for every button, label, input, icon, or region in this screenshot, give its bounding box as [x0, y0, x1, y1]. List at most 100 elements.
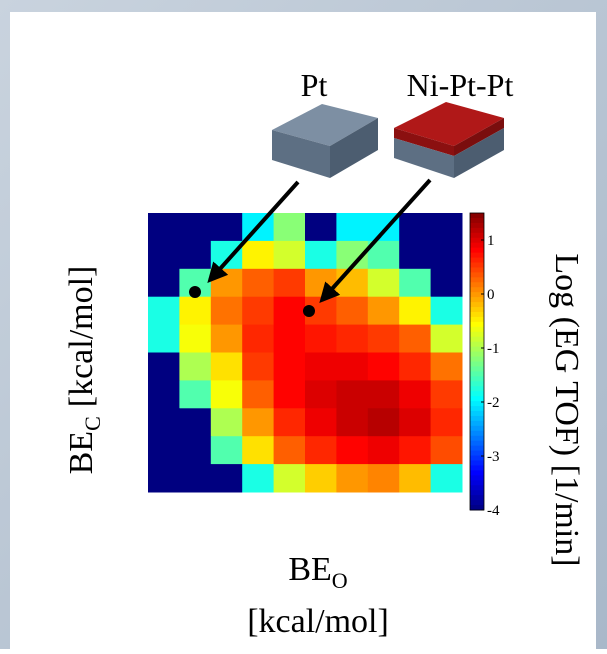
heat-cell [148, 297, 180, 325]
colorbar-swatch [470, 465, 484, 470]
x-axis-unit: [kcal/mol] [247, 603, 389, 640]
colorbar-swatch [470, 307, 484, 312]
heat-cell [148, 408, 180, 436]
heat-cell [148, 241, 180, 269]
heat-cell [274, 436, 306, 464]
colorbar-swatch [470, 213, 484, 218]
colorbar-swatch [470, 411, 484, 416]
colorbar-swatch [470, 441, 484, 446]
annotation: Ni-Pt-Pt [407, 67, 514, 103]
colorbar-swatch [470, 396, 484, 401]
colorbar-swatch [470, 416, 484, 421]
heat-cell [211, 297, 243, 325]
colorbar-swatch [470, 352, 484, 357]
colorbar-swatch [470, 347, 484, 352]
heat-cell [274, 353, 306, 381]
heat-cell [274, 464, 306, 492]
heat-cell [431, 436, 463, 464]
heat-cell [399, 241, 431, 269]
heat-cell [148, 325, 180, 353]
heat-cell [148, 269, 180, 297]
heat-cell [211, 353, 243, 381]
heat-cell [336, 464, 368, 492]
colorbar-swatch [470, 451, 484, 456]
heat-cell [211, 408, 243, 436]
heat-cell [431, 464, 463, 492]
colorbar-swatch [470, 421, 484, 426]
colorbar-swatch [470, 431, 484, 436]
heat-cell [179, 353, 211, 381]
colorbar-label: Log (EG TOF) [1/min] [548, 253, 585, 566]
colorbar-swatch [470, 376, 484, 381]
colorbar-swatch [470, 366, 484, 371]
colorbar-swatch [470, 292, 484, 297]
colorbar-swatch [470, 480, 484, 485]
heat-cell [274, 380, 306, 408]
colorbar-swatch [470, 490, 484, 495]
heat-cell [179, 297, 211, 325]
colorbar-swatch [470, 282, 484, 287]
colorbar-swatch [470, 228, 484, 233]
heat-cell [274, 269, 306, 297]
heat-cell [368, 325, 400, 353]
heat-cell [305, 380, 337, 408]
heat-cell [305, 464, 337, 492]
heat-cell [336, 408, 368, 436]
heat-cell [368, 269, 400, 297]
colorbar-swatch [470, 287, 484, 292]
heat-cell [431, 241, 463, 269]
heat-cell [399, 297, 431, 325]
colorbar-swatch [470, 386, 484, 391]
heat-cell [431, 325, 463, 353]
heat-cell [431, 353, 463, 381]
colorbar-swatch [470, 277, 484, 282]
heat-cell [399, 269, 431, 297]
y-label-main: BE [63, 431, 100, 474]
colorbar-swatch [470, 233, 484, 238]
heat-cell [431, 213, 463, 241]
heat-cell [399, 408, 431, 436]
heat-cell [399, 353, 431, 381]
colorbar-tick-label: -4 [487, 503, 500, 519]
colorbar-tick-label: 1 [487, 233, 495, 249]
heat-cell [336, 436, 368, 464]
heat-cell [274, 297, 306, 325]
colorbar-swatch [470, 223, 484, 228]
heat-cell [179, 408, 211, 436]
heat-cell [274, 241, 306, 269]
heat-cell [399, 436, 431, 464]
heat-cell [179, 436, 211, 464]
heat-cell [242, 241, 274, 269]
colorbar-swatch [470, 406, 484, 411]
colorbar-tick-label: -2 [487, 395, 500, 411]
heat-cell [148, 436, 180, 464]
y-label-unit: [kcal/mol] [63, 266, 100, 408]
colorbar-swatch [470, 461, 484, 466]
colorbar-swatch [470, 485, 484, 490]
colorbar-swatch [470, 253, 484, 258]
heat-cell [242, 436, 274, 464]
figure: Pt Ni-Pt-Pt 10-1-2-3-4 BEC[kcal/mol] BEO… [0, 0, 607, 649]
heat-cell [211, 436, 243, 464]
heat-cell [305, 353, 337, 381]
heat-cell [368, 353, 400, 381]
heat-cell [431, 408, 463, 436]
heat-cell [305, 408, 337, 436]
heat-cell [431, 380, 463, 408]
heat-cell [242, 297, 274, 325]
heat-cell [336, 325, 368, 353]
colorbar-swatch [470, 263, 484, 268]
heat-cell [211, 213, 243, 241]
heat-cell [305, 269, 337, 297]
heat-cell [211, 241, 243, 269]
heat-cell [336, 297, 368, 325]
colorbar-swatch [470, 327, 484, 332]
heat-cell [336, 269, 368, 297]
x-label-sub: O [332, 568, 348, 593]
heat-cell [431, 297, 463, 325]
heat-cell [368, 380, 400, 408]
colorbar-swatch [470, 357, 484, 362]
heat-cell [148, 464, 180, 492]
colorbar-swatch [470, 267, 484, 272]
heat-cell [242, 353, 274, 381]
